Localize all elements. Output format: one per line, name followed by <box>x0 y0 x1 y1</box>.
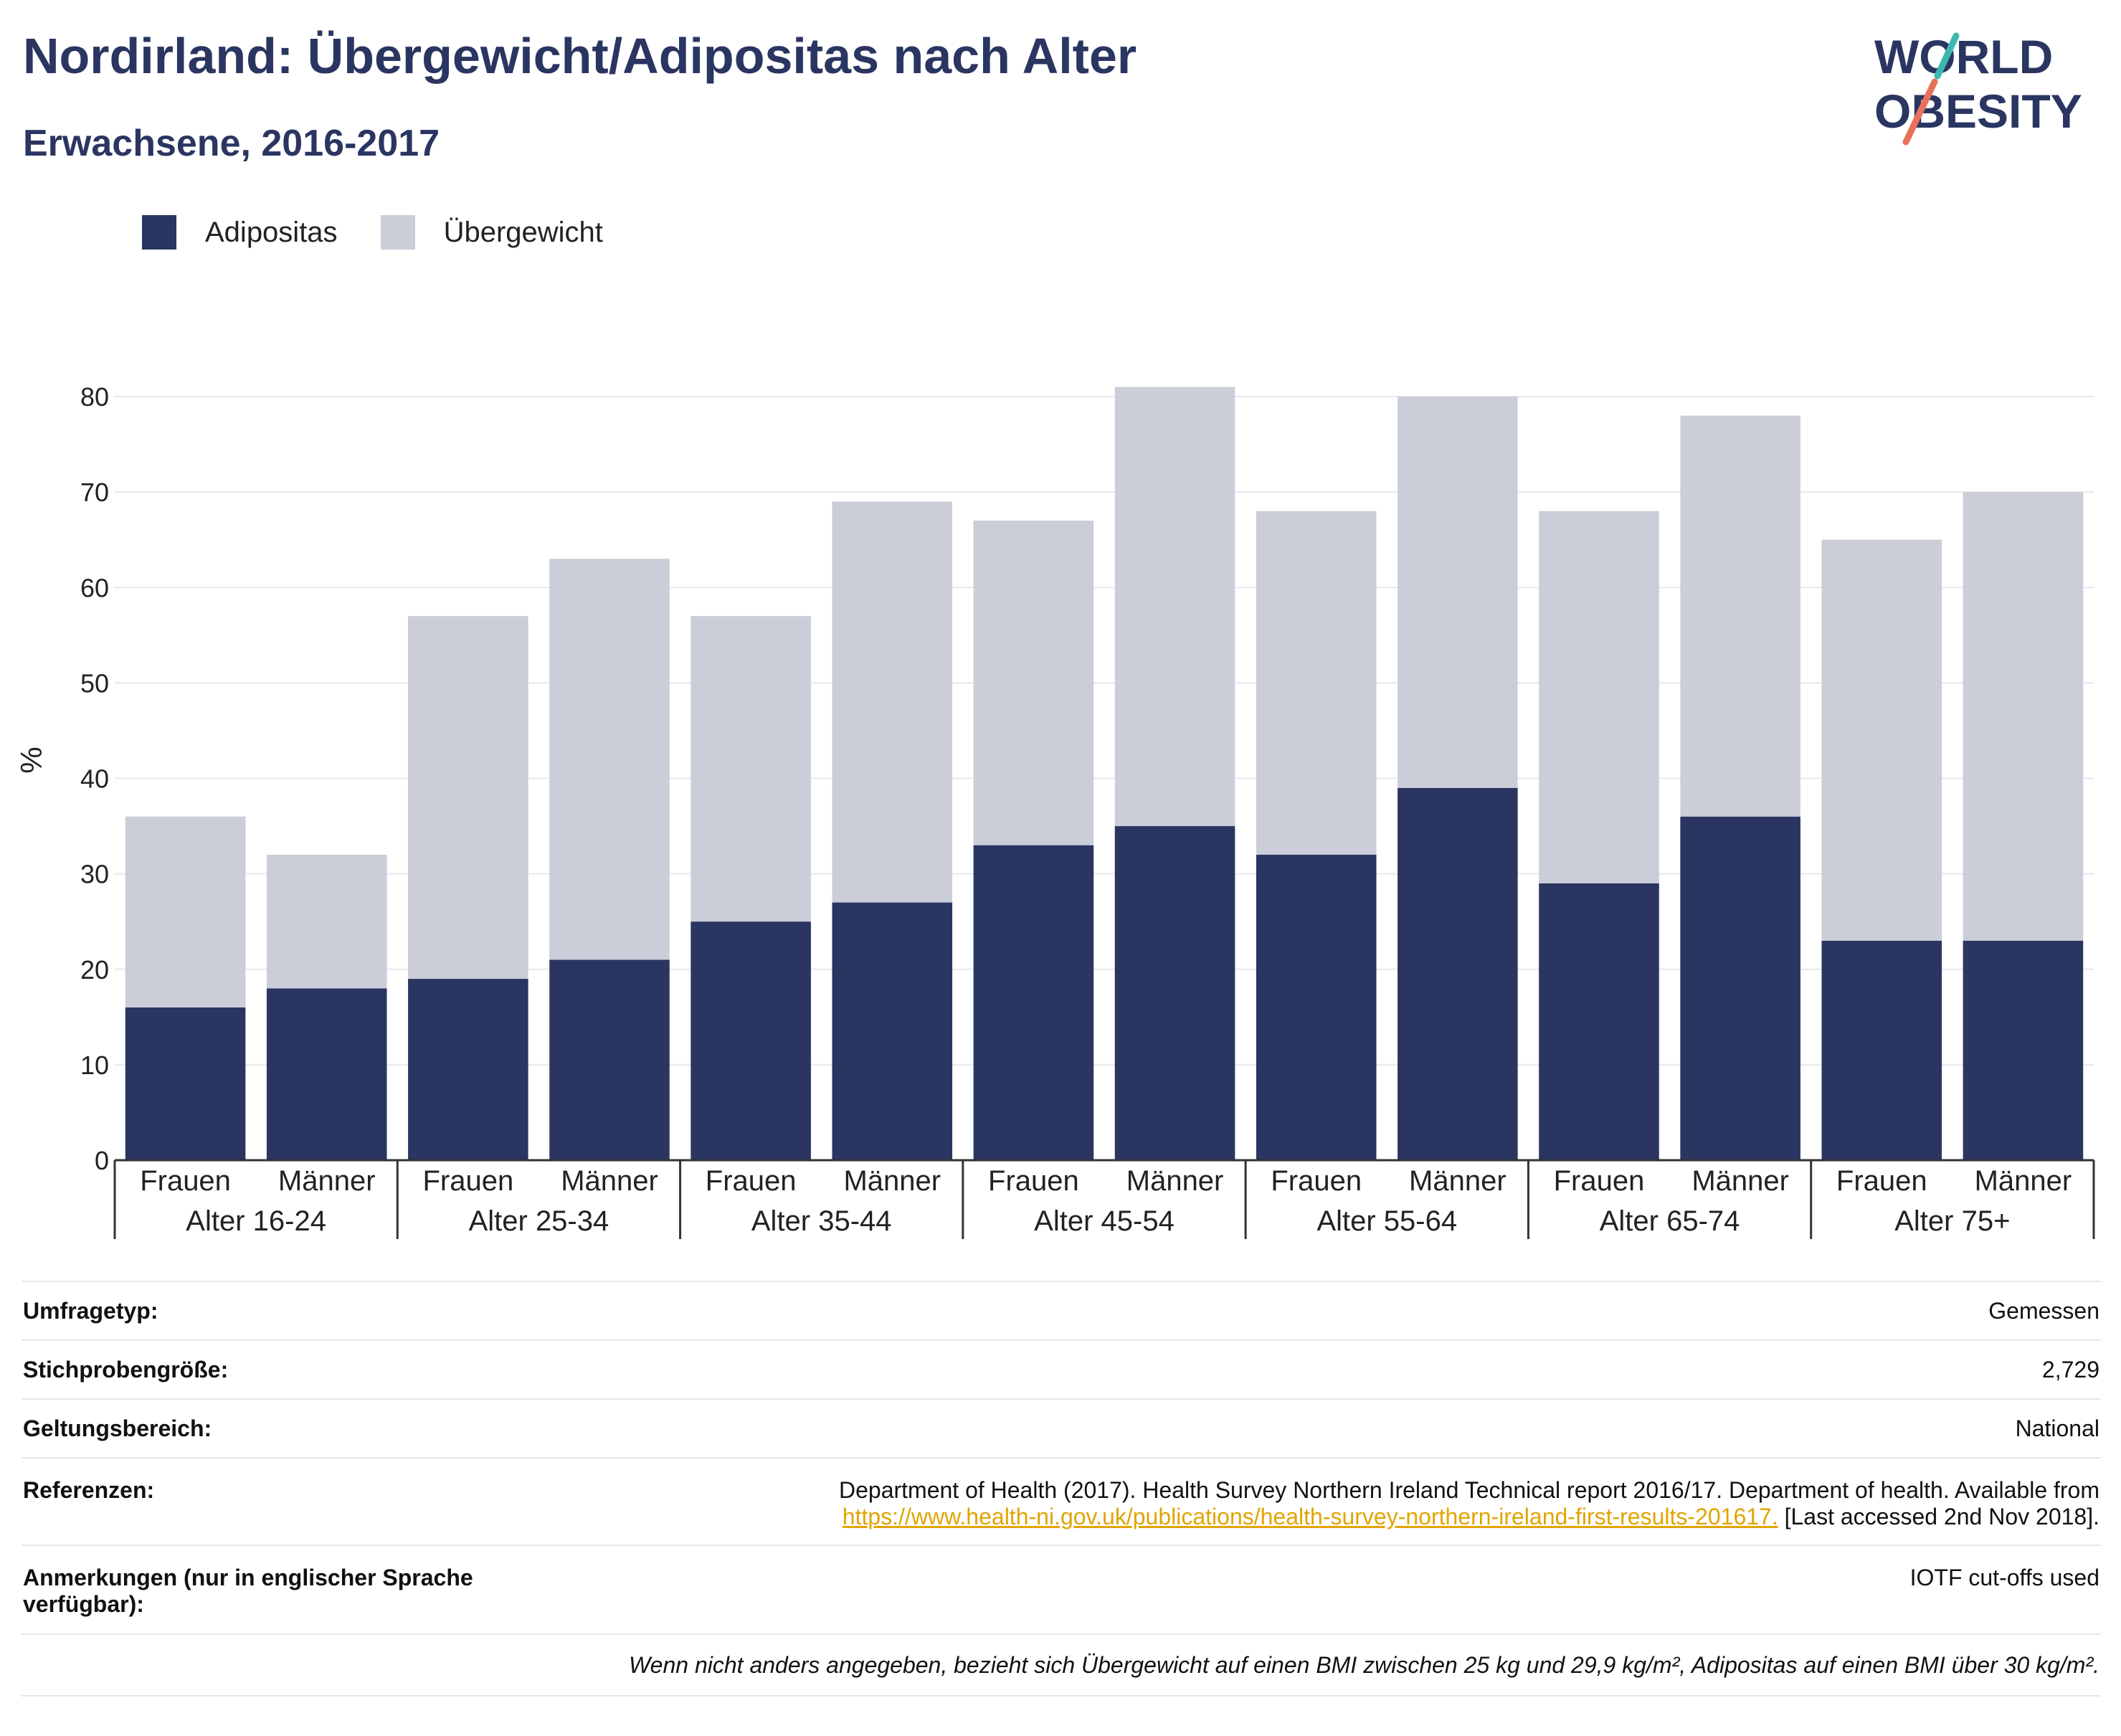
survey-type-label: Umfragetyp: <box>23 1297 158 1324</box>
bar-adipositas <box>973 845 1094 1160</box>
bar-adipositas <box>1539 883 1659 1160</box>
notes-value: IOTF cut-offs used <box>1909 1565 2099 1590</box>
scope-value: National <box>2015 1415 2099 1441</box>
info-row-survey-type: Umfragetyp: Gemessen <box>22 1281 2101 1339</box>
chart-subtitle: Erwachsene, 2016-2017 <box>23 123 440 164</box>
references-text: Department of Health (2017). Health Surv… <box>838 1477 2099 1503</box>
bar-adipositas <box>1256 855 1377 1160</box>
bar-uebergewicht <box>266 855 387 989</box>
group-label: Alter 75+ <box>1894 1205 2010 1237</box>
bar-uebergewicht <box>1114 386 1235 827</box>
y-tick-label: 60 <box>80 573 109 602</box>
bar-uebergewicht <box>1680 415 1800 817</box>
bar-adipositas <box>1114 826 1235 1160</box>
info-row-scope: Geltungsbereich: National <box>22 1398 2101 1457</box>
x-tick-label: Frauen <box>1554 1165 1645 1197</box>
group-label: Alter 25-34 <box>469 1205 609 1237</box>
y-tick-label: 10 <box>80 1050 109 1080</box>
x-tick-label: Frauen <box>706 1165 797 1197</box>
bar-uebergewicht <box>1821 539 1942 941</box>
survey-type-value: Gemessen <box>1988 1297 2099 1324</box>
notes-label-line-2: verfügbar): <box>23 1591 144 1617</box>
y-tick-label: 20 <box>80 955 109 985</box>
bar-uebergewicht <box>973 521 1094 845</box>
stacked-bar-chart: 0 10 20 30 40 50 60 70 80% Frauen Männer Frauen Männ… <box>14 382 2095 1239</box>
bar-uebergewicht <box>832 501 953 903</box>
bar-uebergewicht <box>1256 511 1377 855</box>
bar-adipositas <box>125 1007 246 1160</box>
legend: Adipositas Übergewicht <box>142 212 646 252</box>
bar-adipositas <box>832 902 953 1160</box>
x-tick-label: Männer <box>1126 1165 1224 1197</box>
info-row-sample-size: Stichprobengröße: 2,729 <box>22 1339 2101 1398</box>
bar-uebergewicht <box>408 616 528 980</box>
logo-slash-coral <box>1902 78 1938 146</box>
legend-label-uebergewicht: Übergewicht <box>443 216 603 248</box>
x-tick-label: Frauen <box>1271 1165 1362 1197</box>
bar-uebergewicht <box>1398 397 1518 788</box>
y-tick-label: 80 <box>80 382 109 412</box>
group-label: Alter 65-74 <box>1600 1205 1740 1237</box>
x-tick-label: Männer <box>1409 1165 1506 1197</box>
group-label: Alter 35-44 <box>751 1205 892 1237</box>
references-link[interactable]: https://www.health-ni.gov.uk/publication… <box>842 1504 1778 1529</box>
references-label: Referenzen: <box>23 1477 155 1503</box>
bar-uebergewicht <box>1963 492 2084 941</box>
legend-label-adipositas: Adipositas <box>205 216 338 248</box>
chart-title: Nordirland: Übergewicht/Adipositas nach … <box>23 28 1137 84</box>
logo-slash-teal <box>1934 32 1960 80</box>
y-tick-label: 40 <box>80 764 109 794</box>
y-tick-label: 30 <box>80 860 109 889</box>
y-tick-label: 0 <box>95 1146 109 1175</box>
x-tick-label: Männer <box>561 1165 658 1197</box>
references-value: Department of Health (2017). Health Surv… <box>839 1477 2099 1530</box>
y-tick-label: 70 <box>80 478 109 507</box>
logo-line-2: OBESITY <box>1874 85 2082 138</box>
x-tick-label: Frauen <box>422 1165 513 1197</box>
legend-item-adipositas[interactable]: Adipositas <box>142 215 338 250</box>
x-tick-label: Frauen <box>1836 1165 1927 1197</box>
survey-info-table: Umfragetyp: Gemessen Stichprobengröße: 2… <box>22 1281 2101 1697</box>
legend-item-uebergewicht[interactable]: Übergewicht <box>380 215 603 250</box>
notes-label: Anmerkungen (nur in englischer Sprache v… <box>23 1565 473 1618</box>
sample-size-label: Stichprobengröße: <box>23 1356 229 1382</box>
scope-label: Geltungsbereich: <box>23 1415 212 1441</box>
bar-uebergewicht <box>1539 511 1659 883</box>
x-tick-label: Männer <box>1691 1165 1789 1197</box>
bar-adipositas <box>549 959 670 1160</box>
bar-adipositas <box>1963 940 2084 1160</box>
logo-line-1: WORLD <box>1874 30 2053 83</box>
bar-uebergewicht <box>691 616 811 922</box>
y-axis-label: % <box>14 746 48 773</box>
group-label: Alter 45-54 <box>1034 1205 1175 1237</box>
info-row-notes: Anmerkungen (nur in englischer Sprache v… <box>22 1545 2101 1633</box>
sample-size-value: 2,729 <box>2041 1356 2099 1382</box>
legend-swatch-uebergewicht <box>380 215 415 250</box>
bar-uebergewicht <box>549 559 670 960</box>
bar-adipositas <box>691 921 811 1160</box>
notes-label-line-1: Anmerkungen (nur in englischer Sprache <box>23 1565 473 1590</box>
x-tick-label: Männer <box>1975 1165 2072 1197</box>
info-row-references: Referenzen: Department of Health (2017).… <box>22 1457 2101 1545</box>
x-tick-label: Frauen <box>988 1165 1079 1197</box>
bar-adipositas <box>1398 787 1518 1160</box>
bar-adipositas <box>1821 940 1942 1160</box>
bar-adipositas <box>1680 816 1800 1160</box>
y-tick-label: 50 <box>80 668 109 698</box>
bar-adipositas <box>266 988 387 1160</box>
world-obesity-logo: WORLD OBESITY <box>1874 30 2082 146</box>
group-label: Alter 16-24 <box>186 1205 326 1237</box>
bar-uebergewicht <box>125 816 246 1007</box>
legend-swatch-adipositas <box>142 215 176 250</box>
x-tick-label: Männer <box>278 1165 376 1197</box>
group-label: Alter 55-64 <box>1316 1205 1457 1237</box>
bar-adipositas <box>408 979 528 1160</box>
references-suffix: [Last accessed 2nd Nov 2018]. <box>1778 1504 2099 1529</box>
x-tick-label: Männer <box>843 1165 941 1197</box>
bmi-footnote: Wenn nicht anders angegeben, bezieht sic… <box>22 1633 2101 1697</box>
x-tick-label: Frauen <box>140 1165 231 1197</box>
